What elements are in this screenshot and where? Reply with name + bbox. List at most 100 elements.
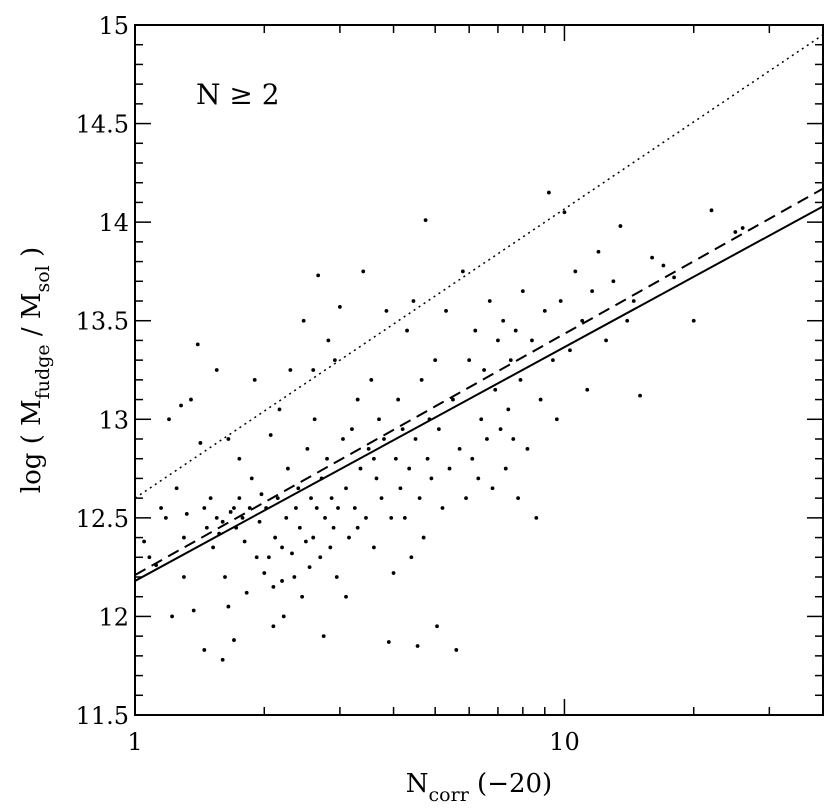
data-point (405, 328, 409, 333)
data-point (341, 437, 345, 441)
data-point (311, 368, 316, 372)
data-point (573, 269, 578, 274)
data-point (709, 208, 714, 213)
data-point (337, 305, 342, 309)
data-point (323, 515, 327, 520)
data-point (568, 348, 572, 353)
data-point (364, 515, 368, 520)
data-point (379, 496, 384, 501)
y-axis-label-sub2: sol (32, 265, 54, 292)
data-point (309, 496, 313, 501)
data-point (344, 486, 348, 491)
data-point (220, 519, 225, 524)
data-point (159, 506, 163, 510)
data-point (234, 525, 239, 530)
data-point (259, 492, 264, 497)
data-point (174, 486, 179, 491)
data-point (400, 427, 405, 432)
data-point (294, 506, 298, 510)
data-point (311, 535, 316, 540)
data-point (237, 456, 242, 461)
data-point (318, 555, 323, 560)
data-point (277, 407, 282, 412)
data-point (377, 417, 381, 422)
data-point (417, 496, 422, 501)
data-point (167, 417, 171, 422)
data-point (301, 318, 306, 323)
y-tick-label: 12 (98, 603, 129, 631)
data-point (435, 624, 439, 629)
data-point (198, 441, 203, 445)
data-point (182, 575, 186, 579)
data-point (292, 575, 297, 579)
data-point (374, 476, 379, 481)
data-point (672, 275, 676, 280)
data-point (280, 545, 284, 550)
data-point (393, 456, 398, 461)
annotation-n-ge-2: N ≥ 2 (196, 78, 280, 111)
data-point (691, 318, 696, 323)
data-point (257, 519, 262, 524)
data-point (284, 515, 289, 520)
y-axis-label-sub1: fudge (32, 344, 54, 399)
data-point (427, 417, 432, 422)
x-axis-label-sub: corr (429, 784, 470, 806)
data-point (204, 525, 209, 530)
y-tick-label: 14.5 (76, 111, 129, 139)
data-point (326, 338, 331, 343)
data-point (220, 657, 225, 662)
data-point (319, 476, 324, 481)
data-point (611, 279, 616, 284)
data-point (264, 506, 269, 510)
data-point (498, 427, 503, 432)
plot-frame (134, 24, 824, 716)
data-point (413, 437, 418, 441)
data-point (433, 358, 438, 363)
data-point (440, 506, 445, 510)
x-tick-label: 1 (127, 728, 142, 756)
data-point (334, 575, 339, 579)
data-point (476, 476, 481, 481)
data-point (211, 545, 215, 550)
data-point (214, 368, 219, 372)
data-point (369, 377, 374, 382)
data-point (344, 594, 348, 599)
y-tick-label: 11.5 (76, 702, 129, 730)
data-point (436, 427, 441, 432)
data-point (271, 584, 276, 589)
data-point (307, 565, 312, 570)
data-point (271, 624, 276, 629)
y-tick-label: 13 (98, 406, 129, 434)
y-tick-label: 15 (98, 12, 129, 40)
data-point (154, 563, 159, 568)
y-tick-label: 14 (98, 209, 129, 237)
data-point (237, 496, 242, 501)
data-point (733, 230, 738, 234)
x-axis-label-main: N (406, 769, 429, 799)
data-point (195, 342, 200, 347)
data-point (314, 506, 319, 510)
data-point (554, 417, 559, 422)
data-point (184, 512, 189, 516)
data-point (275, 496, 280, 501)
data-point (202, 506, 207, 510)
data-point (562, 210, 567, 215)
data-point (530, 338, 534, 343)
data-point (525, 446, 530, 451)
data-point (585, 387, 590, 392)
data-point (513, 328, 518, 333)
data-point (487, 299, 492, 303)
data-point (321, 634, 326, 639)
data-point (208, 496, 213, 501)
data-points (142, 190, 745, 662)
data-point (482, 368, 487, 372)
data-point (296, 486, 301, 491)
data-point (232, 638, 236, 642)
axis-tick-labels: 11.5 12 12.5 13 13.5 14 14.5 15 1 10 (76, 12, 580, 756)
data-point (467, 358, 472, 363)
data-point (520, 289, 525, 294)
data-point (226, 604, 231, 609)
data-point (451, 397, 455, 402)
data-point (266, 555, 271, 560)
